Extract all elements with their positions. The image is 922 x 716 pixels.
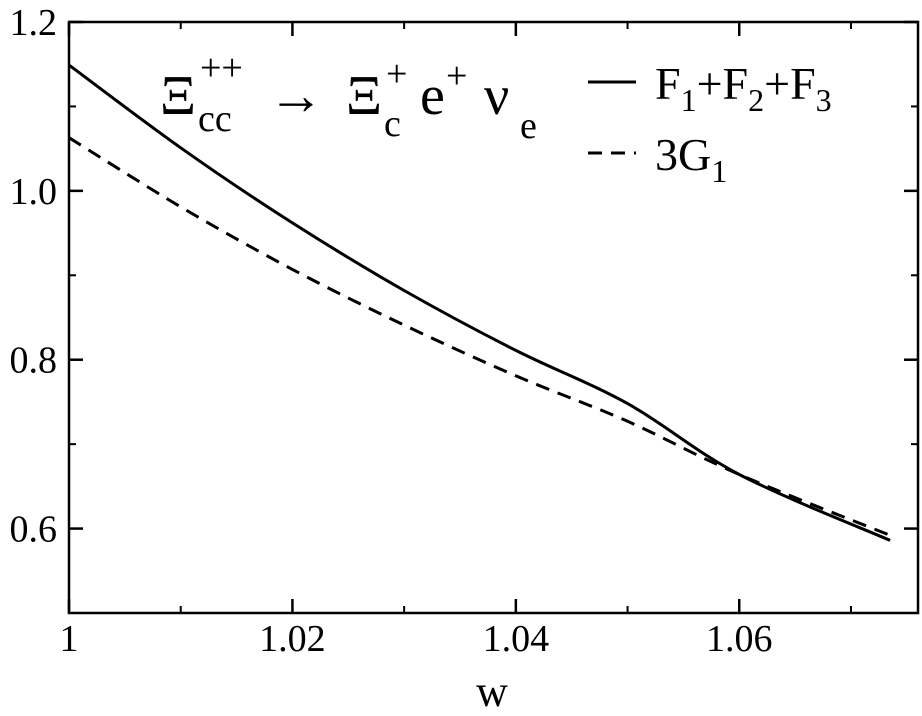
- y-tick-label: 1.0: [10, 171, 58, 213]
- arrow-symbol: →: [268, 65, 324, 127]
- y-tick-label: 1.2: [10, 2, 58, 44]
- legend-s1-part-2: +F: [697, 58, 749, 109]
- legend-label-series-2: 3G1: [655, 129, 727, 189]
- positron-superscript: +: [446, 55, 467, 97]
- x-tick-label: 1.04: [483, 618, 550, 660]
- legend-s2-part-1: 1: [711, 153, 727, 189]
- xi-c-subscript: c: [384, 103, 401, 145]
- x-axis-title: w: [476, 667, 508, 716]
- legend-s2-part-0: 3G: [655, 129, 711, 180]
- legend-s1-part-1: 1: [681, 82, 697, 118]
- xi-cc-superscript: ++: [200, 47, 243, 89]
- plot-area: [67, 20, 920, 615]
- legend-s1-part-4: +F: [764, 58, 816, 109]
- legend: F1+F2+F3 3G1: [588, 58, 832, 189]
- legend-s1-part-3: 2: [748, 82, 764, 118]
- xi-cc-subscript: cc: [198, 98, 232, 140]
- series-group: [68, 63, 891, 542]
- xi-c-superscript: +: [386, 53, 407, 95]
- reaction-annotation: Ξ cc ++ → Ξ c + e + ν e: [160, 47, 537, 147]
- x-tick-label: 1.06: [706, 618, 773, 660]
- xi-cc-base: Ξ: [160, 65, 196, 127]
- y-tick-label: 0.8: [10, 340, 58, 382]
- positron-base: e: [420, 65, 445, 127]
- y-tick-label: 0.6: [10, 509, 58, 551]
- neutrino-subscript: e: [520, 105, 537, 147]
- xi-c-base: Ξ: [346, 65, 382, 127]
- legend-label-series-1: F1+F2+F3: [655, 58, 832, 118]
- neutrino-base: ν: [484, 65, 509, 127]
- axis-ticks: [67, 20, 918, 613]
- legend-s1-part-0: F: [655, 58, 681, 109]
- x-tick-label: 1: [60, 618, 79, 660]
- series-line-1: [68, 63, 891, 542]
- tick-labels: 1 1.02 1.04 1.06 0.6 0.8 1.0 1.2: [10, 2, 773, 660]
- x-tick-label: 1.02: [259, 618, 326, 660]
- legend-s1-part-5: 3: [816, 82, 832, 118]
- series-line-2: [68, 136, 891, 537]
